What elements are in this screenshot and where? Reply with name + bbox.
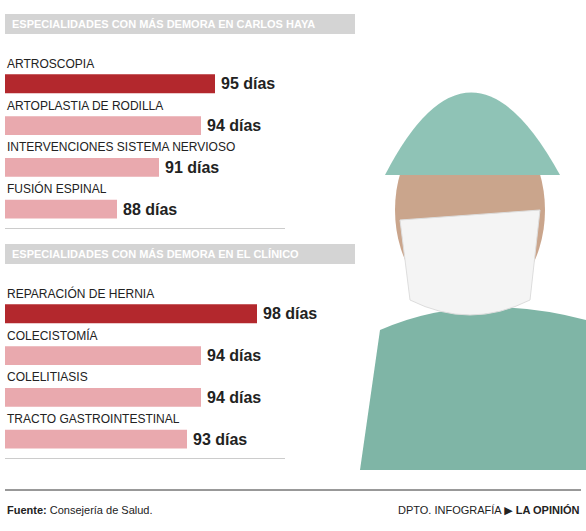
svg-text:DPTO. INFOGRAFÍA ▶ LA OPINIÓN: DPTO. INFOGRAFÍA ▶ LA OPINIÓN	[398, 504, 579, 516]
svg-text:COLECISTOMÍA: COLECISTOMÍA	[7, 328, 97, 343]
svg-text:ESPECIALIDADES CON MÁS DEMORA: ESPECIALIDADES CON MÁS DEMORA EN EL CLÍN…	[12, 248, 299, 260]
svg-text:ARTOPLASTIA DE RODILLA: ARTOPLASTIA DE RODILLA	[7, 99, 163, 113]
svg-text:REPARACIÓN DE HERNIA: REPARACIÓN DE HERNIA	[7, 286, 154, 301]
svg-text:ARTROSCOPIA: ARTROSCOPIA	[7, 57, 94, 71]
svg-text:93 días: 93 días	[193, 431, 247, 448]
svg-text:94 días: 94 días	[207, 389, 261, 406]
svg-text:94 días: 94 días	[207, 347, 261, 364]
svg-text:INTERVENCIONES SISTEMA NERVIOS: INTERVENCIONES SISTEMA NERVIOSO	[7, 140, 235, 154]
svg-text:COLELITIASIS: COLELITIASIS	[7, 370, 88, 384]
svg-text:88 días: 88 días	[123, 201, 177, 218]
svg-text:98 días: 98 días	[263, 305, 317, 322]
svg-text:95 días: 95 días	[221, 75, 275, 92]
svg-text:91 días: 91 días	[165, 159, 219, 176]
svg-text:Fuente: Consejería de Salud.: Fuente: Consejería de Salud.	[7, 504, 153, 516]
svg-text:FUSIÓN ESPINAL: FUSIÓN ESPINAL	[7, 181, 107, 196]
svg-text:ESPECIALIDADES CON MÁS DEMORA: ESPECIALIDADES CON MÁS DEMORA EN CARLOS …	[12, 18, 315, 30]
svg-text:TRACTO GASTROINTESTINAL: TRACTO GASTROINTESTINAL	[7, 412, 180, 426]
svg-text:94 días: 94 días	[207, 117, 261, 134]
